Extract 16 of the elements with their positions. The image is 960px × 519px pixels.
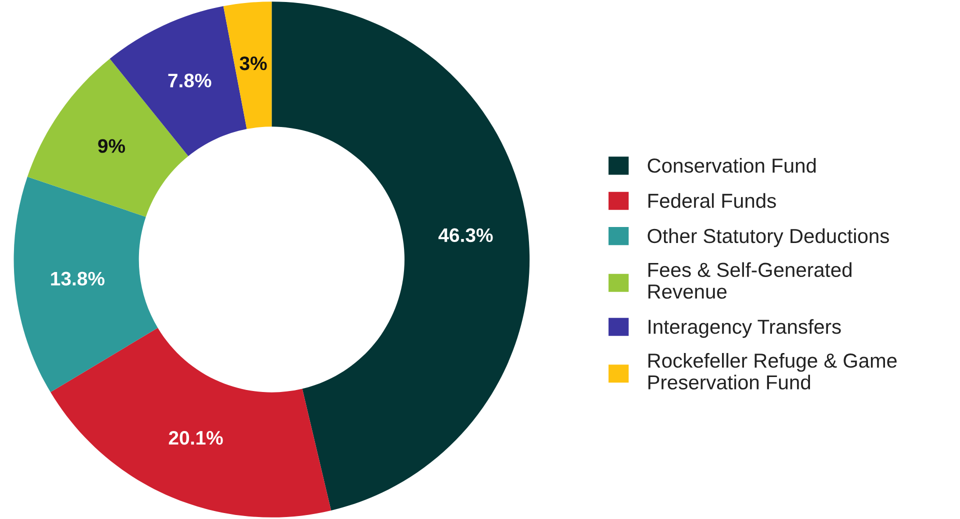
donut-slice: [272, 2, 530, 510]
legend-label: Federal Funds: [648, 193, 776, 208]
data-label: 46.3%: [438, 228, 493, 242]
donut-slice: [50, 328, 332, 518]
data-label: 7.8%: [168, 74, 212, 88]
data-label: 20.1%: [168, 430, 223, 445]
legend-label: Other Statutory Deductions: [648, 228, 889, 248]
legend-label: Interagency Transfers: [648, 319, 841, 338]
legend-label: Fees & Self-Generated Revenue: [648, 262, 852, 299]
data-label: 13.8%: [51, 272, 104, 286]
legend-label: Rockefeller Refuge & Game Preservation Fund: [648, 353, 897, 390]
data-label: 9%: [98, 139, 126, 153]
donut-slice: [14, 176, 158, 392]
donut-slice: [223, 2, 272, 130]
legend-label: Conservation Fund: [648, 158, 816, 173]
data-label: 3%: [240, 56, 267, 70]
